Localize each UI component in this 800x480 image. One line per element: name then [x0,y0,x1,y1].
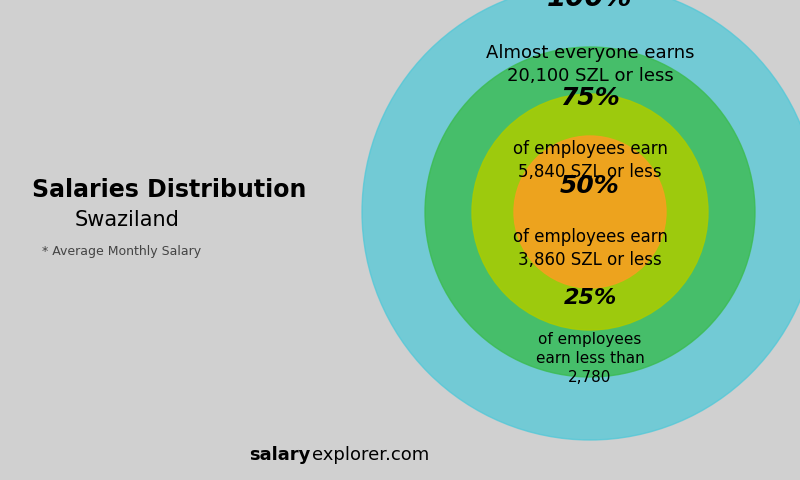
Text: 100%: 100% [547,0,633,12]
Circle shape [425,47,755,377]
Text: * Average Monthly Salary: * Average Monthly Salary [42,245,201,259]
Text: 25%: 25% [563,288,617,308]
Circle shape [362,0,800,440]
Text: explorer.com: explorer.com [312,446,430,464]
Text: of employees earn
3,860 SZL or less: of employees earn 3,860 SZL or less [513,228,667,269]
Text: 75%: 75% [560,86,620,110]
Text: of employees earn
5,840 SZL or less: of employees earn 5,840 SZL or less [513,140,667,181]
Circle shape [514,136,666,288]
Text: Swaziland: Swaziland [75,210,180,230]
Text: 50%: 50% [560,174,620,198]
Text: salary: salary [249,446,310,464]
Circle shape [472,94,708,330]
Text: Almost everyone earns
20,100 SZL or less: Almost everyone earns 20,100 SZL or less [486,44,694,85]
Text: Salaries Distribution: Salaries Distribution [32,178,306,202]
Text: of employees
earn less than
2,780: of employees earn less than 2,780 [536,332,644,385]
